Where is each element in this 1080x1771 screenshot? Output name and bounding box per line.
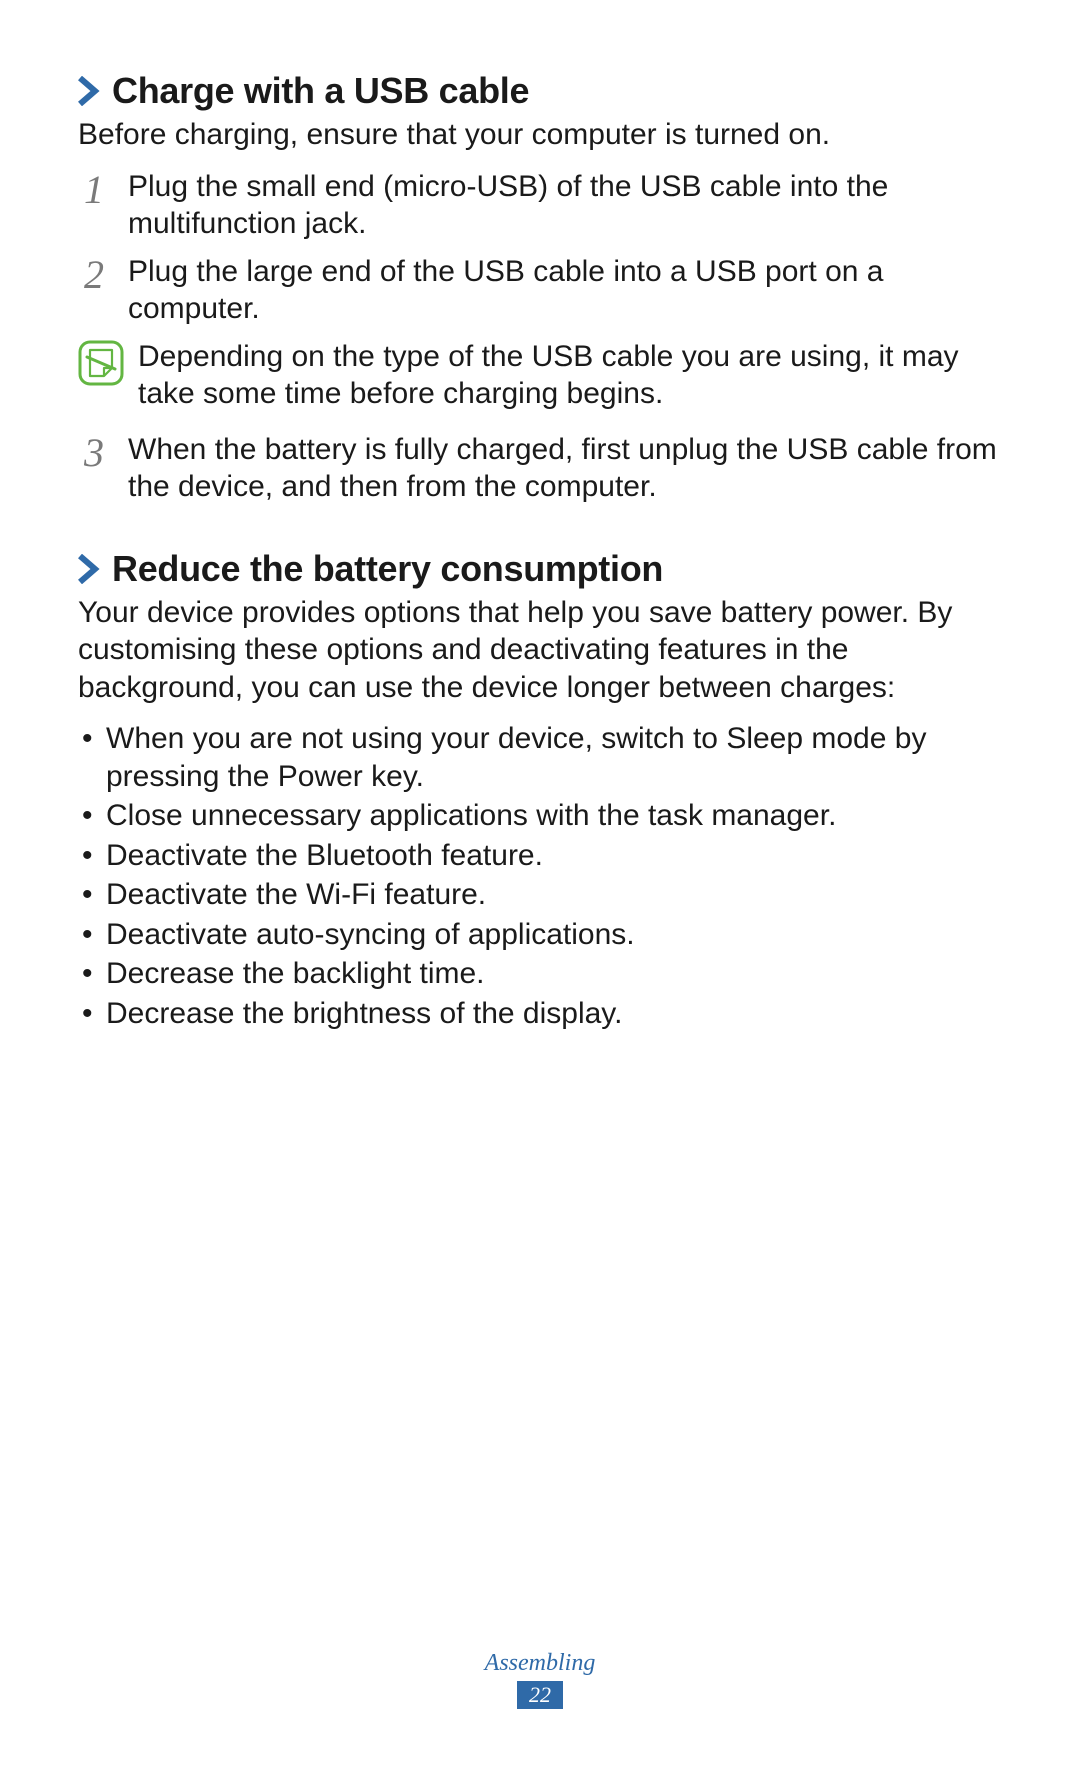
section-heading-battery: Reduce the battery consumption	[78, 548, 1002, 590]
bullet-list: When you are not using your device, swit…	[78, 720, 1002, 1032]
page-footer: Assembling 22	[0, 1650, 1080, 1709]
chevron-right-icon	[78, 76, 100, 106]
section-heading-charge: Charge with a USB cable	[78, 70, 1002, 112]
step-item: 3 When the battery is fully charged, fir…	[78, 431, 1002, 506]
note-icon	[78, 340, 124, 386]
bullet-item: When you are not using your device, swit…	[78, 720, 1002, 795]
bullet-item: Close unnecessary applications with the …	[78, 797, 1002, 835]
heading-text: Reduce the battery consumption	[112, 548, 663, 590]
chevron-right-icon	[78, 554, 100, 584]
step-number: 2	[78, 253, 128, 295]
bullet-item: Decrease the brightness of the display.	[78, 995, 1002, 1033]
step-text: Plug the large end of the USB cable into…	[128, 253, 1002, 328]
page-number-badge: 22	[517, 1681, 563, 1709]
section1-intro: Before charging, ensure that your comput…	[78, 116, 1002, 154]
step-text: When the battery is fully charged, first…	[128, 431, 1002, 506]
step-number: 3	[78, 431, 128, 473]
bullet-item: Deactivate auto-syncing of applications.	[78, 916, 1002, 954]
section2-intro: Your device provides options that help y…	[78, 594, 1002, 707]
note-callout: Depending on the type of the USB cable y…	[78, 338, 1002, 413]
bullet-item: Decrease the backlight time.	[78, 955, 1002, 993]
bullet-item: Deactivate the Wi-Fi feature.	[78, 876, 1002, 914]
step-item: 1 Plug the small end (micro-USB) of the …	[78, 168, 1002, 243]
note-text: Depending on the type of the USB cable y…	[138, 338, 1002, 413]
footer-section-label: Assembling	[0, 1650, 1080, 1677]
manual-page: Charge with a USB cable Before charging,…	[0, 0, 1080, 1771]
steps-list-1: 1 Plug the small end (micro-USB) of the …	[78, 168, 1002, 506]
step-number: 1	[78, 168, 128, 210]
step-text: Plug the small end (micro-USB) of the US…	[128, 168, 1002, 243]
step-item: 2 Plug the large end of the USB cable in…	[78, 253, 1002, 328]
heading-text: Charge with a USB cable	[112, 70, 529, 112]
section-reduce-battery: Reduce the battery consumption Your devi…	[78, 548, 1002, 1033]
bullet-item: Deactivate the Bluetooth feature.	[78, 837, 1002, 875]
